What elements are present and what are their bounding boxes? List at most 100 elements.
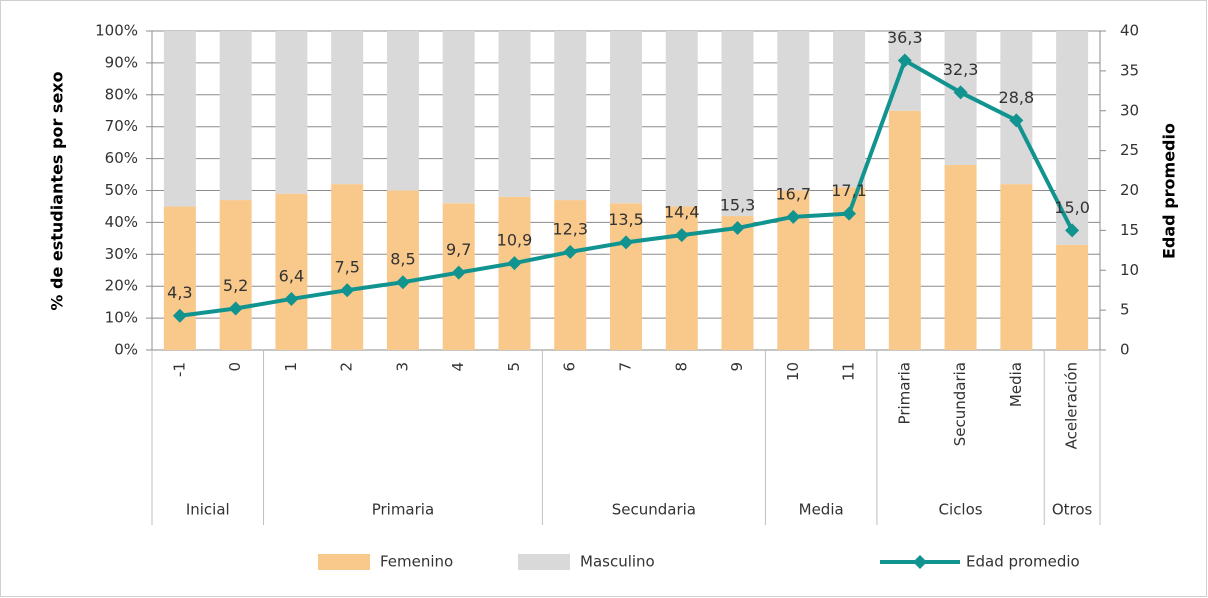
line-marker [674,228,689,243]
x-tick-label: 3 [393,362,411,372]
bar-segment [888,110,921,350]
bar-segment [275,31,308,194]
x-tick-label: -1 [170,362,188,377]
group-label: Ciclos [939,501,983,519]
group-label: Otros [1052,501,1093,519]
data-label: 28,8 [999,88,1035,107]
bar-segment [331,184,364,350]
bar-segment [163,31,196,207]
y2-tick-label: 15 [1120,221,1139,239]
x-tick-label: 1 [282,362,300,372]
data-label: 10,9 [497,231,533,250]
y-tick-label: 90% [105,53,138,71]
y-tick-label: 100% [95,22,138,40]
line-marker [563,244,578,259]
line-marker [1009,113,1024,128]
y2-tick-label: 10 [1120,261,1139,279]
legend-marker [913,555,927,569]
x-tick-label: 0 [226,362,244,372]
line-marker [730,220,745,235]
data-label: 13,5 [608,210,644,229]
y-tick-label: 30% [105,245,138,263]
y-tick-label: 60% [105,149,138,167]
bar-segment [610,203,642,350]
y-tick-label: 0% [114,341,138,359]
data-label: 8,5 [390,250,415,269]
line-marker [1065,223,1080,238]
line-marker [395,275,410,290]
y2-tick-label: 5 [1120,301,1130,319]
x-tick-label: Secundaria [951,362,969,446]
bar-segment [665,31,698,207]
data-label: 15,0 [1054,198,1090,217]
bar-segment [275,193,308,350]
x-tick-label: Primaria [895,362,913,424]
bar-segment [219,31,252,201]
legend-swatch [518,554,570,570]
y-axis-label: % de estudiantes por sexo [48,71,67,310]
data-label: 7,5 [334,258,359,277]
data-label: 15,3 [720,195,756,214]
data-label: 32,3 [943,60,979,79]
data-label: 12,3 [552,219,588,238]
bar-segment [163,206,196,350]
legend-label: Femenino [380,553,453,571]
data-label: 16,7 [775,184,811,203]
line-marker [619,235,633,250]
bar-segment [888,31,921,111]
bar-segment [386,190,419,350]
x-tick-label: Aceleración [1063,362,1081,449]
line-marker [786,209,801,224]
data-label: 14,4 [664,203,700,222]
bar-segment [498,196,531,350]
bar-segment [554,31,587,201]
data-label: 17,1 [831,181,867,200]
bar-segment [610,31,642,204]
y-tick-label: 20% [105,277,138,295]
bar-segment [721,216,754,350]
y-tick-label: 40% [105,213,138,231]
line-marker [284,291,299,306]
x-tick-label: 5 [505,362,523,372]
line-marker [172,308,187,323]
bar-segment [721,31,754,217]
legend-label: Edad promedio [966,553,1080,571]
bar-segment [219,200,252,350]
y2-axis-label: Edad promedio [1160,123,1179,259]
group-label: Secundaria [612,501,696,519]
y2-tick-label: 35 [1120,61,1139,79]
y2-tick-label: 0 [1120,341,1130,359]
legend-label: Masculino [580,553,655,571]
x-tick-label: 8 [672,362,690,372]
x-tick-label: 9 [728,362,746,372]
bar-segment [1000,184,1033,350]
bar-segment [331,31,364,185]
data-label: 9,7 [446,240,471,259]
bar-segment [833,31,866,188]
y-tick-label: 50% [105,181,138,199]
data-label: 6,4 [279,266,304,285]
line-marker [897,53,912,68]
group-label: Inicial [186,501,230,519]
bar-segment [498,31,531,197]
x-tick-label: 4 [449,362,467,372]
data-label: 36,3 [887,28,923,47]
x-tick-label: 7 [617,362,635,372]
bar-segment [1056,244,1089,350]
line-marker [507,256,522,271]
group-label: Primaria [372,501,434,519]
bar-segment [554,200,587,350]
line-marker [340,283,355,298]
bar-segment [944,164,977,350]
y-tick-label: 10% [105,309,138,327]
data-label: 5,2 [223,276,248,295]
legend-swatch [318,554,370,570]
y2-tick-label: 30 [1120,101,1139,119]
bar-segment [386,31,419,191]
x-tick-label: 6 [561,362,579,372]
bar-segment [1000,31,1033,185]
bar-segment [777,31,810,191]
bar-segment [665,206,698,350]
line-marker [451,265,466,280]
